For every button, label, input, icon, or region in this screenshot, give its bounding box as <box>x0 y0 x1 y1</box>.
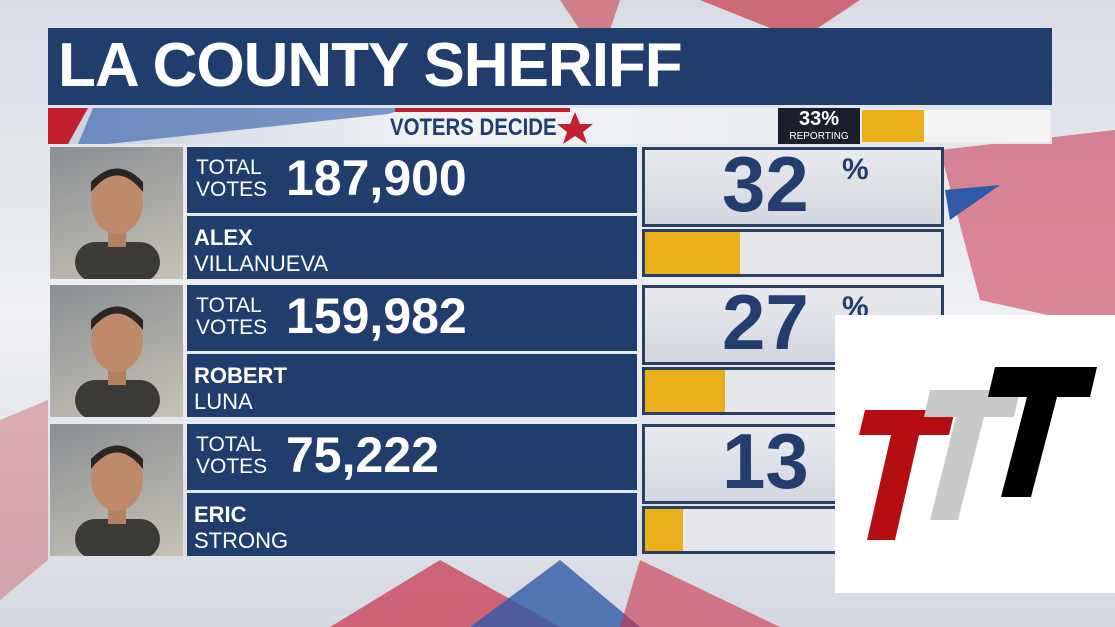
candidate-photo <box>50 147 183 279</box>
vote-bar <box>645 232 740 274</box>
first-name: ERIC <box>194 502 247 527</box>
votes-label: VOTES <box>196 178 268 201</box>
strip-flag <box>48 108 408 144</box>
vote-bar <box>645 370 725 412</box>
brand-label: VOTERS DECIDE <box>390 114 557 141</box>
last-name: STRONG <box>194 528 289 553</box>
title-bar <box>48 28 1052 105</box>
reporting-percent: 33% <box>778 108 860 131</box>
name-panel <box>187 354 637 417</box>
vote-bar <box>645 509 684 551</box>
candidate-photo <box>50 285 183 417</box>
name-panel <box>187 216 637 279</box>
decide-ornament <box>395 108 593 144</box>
votes-panel <box>187 424 637 490</box>
logo-overlay <box>835 315 1115 593</box>
percent-value: 13 <box>722 417 809 505</box>
title: LA COUNTY SHERIFF <box>58 31 683 100</box>
name-panel <box>187 493 637 556</box>
reporting-label: REPORTING <box>789 131 849 142</box>
percent-box <box>642 147 944 227</box>
votes-label: TOTAL <box>196 294 262 317</box>
percent-sign: % <box>821 108 840 130</box>
candidate-photo <box>50 424 183 556</box>
percent-value: 32 <box>722 140 809 228</box>
votes-label: VOTES <box>196 316 268 339</box>
first-name: ROBERT <box>194 363 287 388</box>
votes-panel <box>187 147 637 213</box>
reporting-bar <box>862 110 925 142</box>
vote-count: 75,222 <box>286 427 439 483</box>
first-name: ALEX <box>194 225 253 250</box>
portrait <box>75 445 160 556</box>
reporting-box <box>778 108 860 144</box>
logo <box>859 367 1097 540</box>
votes-label: VOTES <box>196 455 268 478</box>
last-name: VILLANUEVA <box>194 251 329 276</box>
percent-value: 27 <box>722 278 809 366</box>
portrait <box>75 168 160 279</box>
votes-label: TOTAL <box>196 433 262 456</box>
vote-count: 187,900 <box>286 150 467 206</box>
last-name: LUNA <box>194 389 253 414</box>
portrait <box>75 306 160 417</box>
votes-label: TOTAL <box>196 156 262 179</box>
vote-count: 159,982 <box>286 288 467 344</box>
votes-panel <box>187 285 637 351</box>
reporting-value: 33 <box>798 108 822 130</box>
percent-sign: % <box>842 153 869 186</box>
